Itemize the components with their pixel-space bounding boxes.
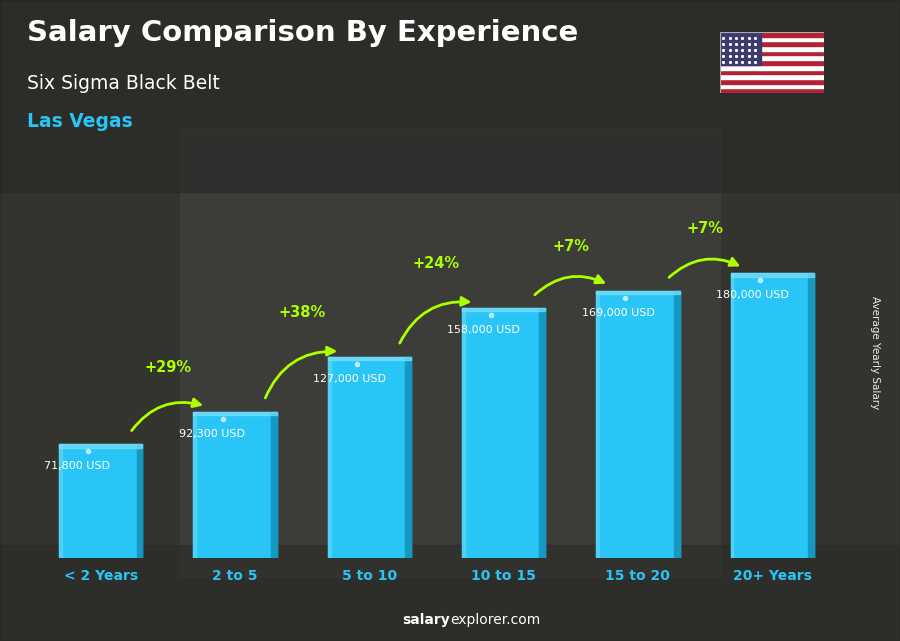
Text: salary: salary	[402, 613, 450, 627]
Bar	[597, 290, 680, 294]
Bar	[180, 128, 720, 577]
Bar	[674, 290, 680, 558]
Bar	[731, 273, 814, 558]
Text: 180,000 USD: 180,000 USD	[716, 290, 788, 301]
Bar	[462, 308, 545, 558]
Bar	[720, 79, 824, 83]
Bar	[597, 290, 680, 558]
Bar	[328, 357, 411, 558]
Bar	[328, 357, 330, 558]
Text: 158,000 USD: 158,000 USD	[447, 325, 520, 335]
Bar	[194, 412, 196, 558]
Bar	[597, 290, 599, 558]
Text: Average Yearly Salary: Average Yearly Salary	[869, 296, 880, 409]
Bar	[59, 444, 62, 558]
Bar	[462, 308, 545, 312]
Bar	[731, 273, 734, 558]
Bar	[720, 37, 824, 42]
Bar	[720, 51, 824, 56]
Text: +24%: +24%	[413, 256, 460, 271]
Bar	[720, 60, 824, 65]
Bar	[405, 357, 411, 558]
Text: Six Sigma Black Belt: Six Sigma Black Belt	[27, 74, 220, 93]
Bar	[720, 42, 824, 46]
Text: +7%: +7%	[687, 221, 724, 237]
Bar	[539, 308, 545, 558]
Bar	[0, 545, 900, 641]
Bar	[462, 308, 465, 558]
Bar	[59, 444, 142, 447]
Text: Salary Comparison By Experience: Salary Comparison By Experience	[27, 19, 578, 47]
Bar	[328, 357, 411, 360]
Bar	[720, 32, 824, 37]
Text: +29%: +29%	[144, 360, 192, 375]
Text: +7%: +7%	[553, 238, 590, 254]
Bar	[137, 444, 142, 558]
Bar	[731, 273, 814, 277]
Bar	[720, 56, 824, 60]
Bar	[720, 88, 824, 93]
Bar	[720, 83, 824, 88]
Text: 92,300 USD: 92,300 USD	[179, 429, 245, 439]
Bar	[720, 69, 824, 74]
Bar	[720, 74, 824, 79]
Bar	[194, 412, 276, 415]
Text: 127,000 USD: 127,000 USD	[313, 374, 386, 384]
Bar	[720, 46, 824, 51]
Bar	[720, 32, 761, 65]
Bar	[194, 412, 276, 558]
Text: 71,800 USD: 71,800 USD	[44, 462, 111, 471]
Bar	[720, 65, 824, 69]
Bar	[0, 0, 900, 192]
Text: 169,000 USD: 169,000 USD	[581, 308, 654, 318]
Text: Las Vegas: Las Vegas	[27, 112, 133, 131]
Bar	[271, 412, 276, 558]
Bar	[808, 273, 814, 558]
Bar	[59, 444, 142, 558]
Text: explorer.com: explorer.com	[450, 613, 540, 627]
Text: +38%: +38%	[279, 305, 326, 320]
